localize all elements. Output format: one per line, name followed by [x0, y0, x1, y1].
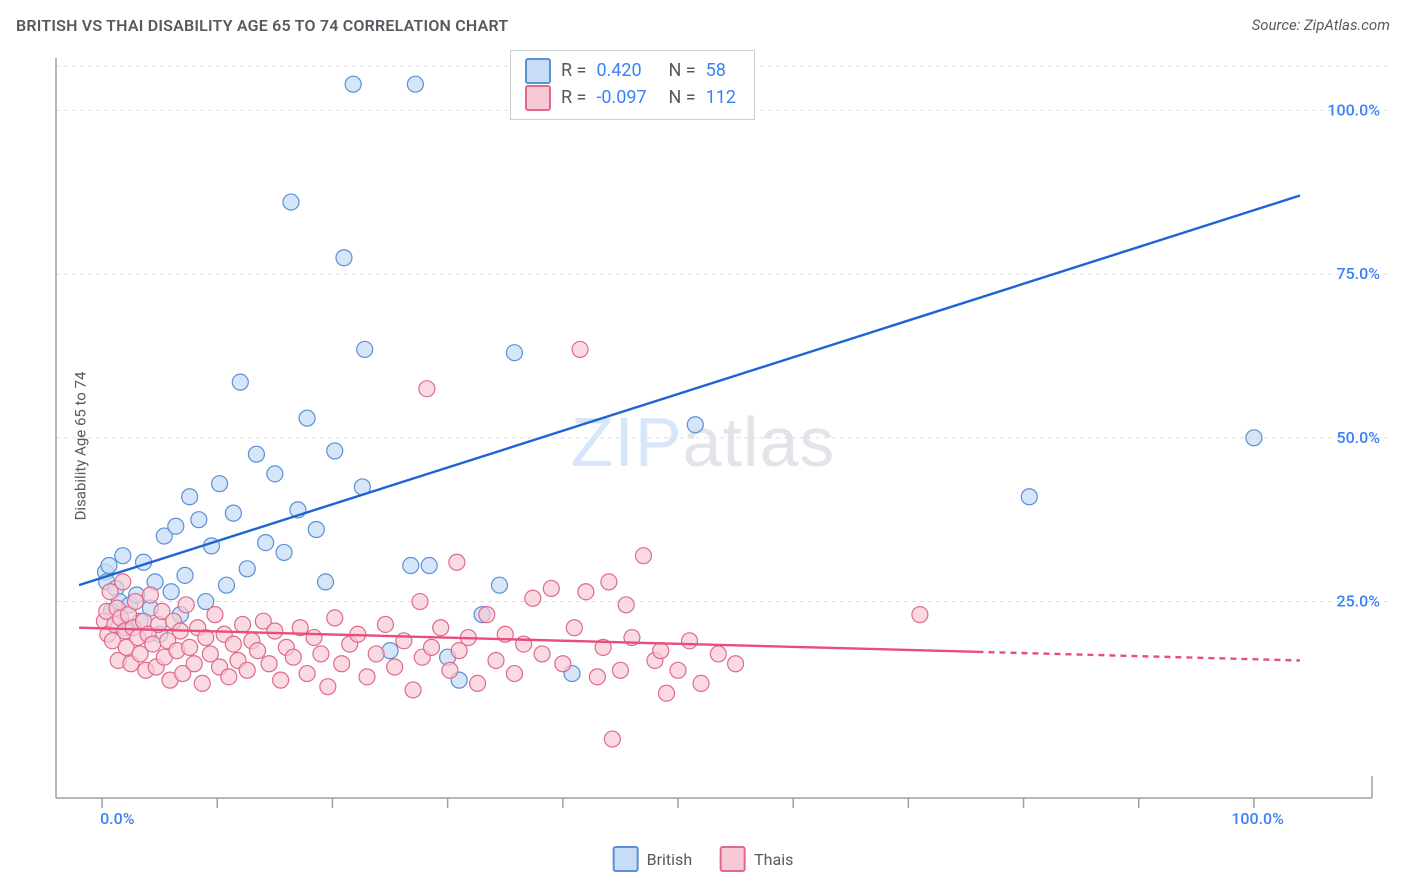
svg-text:100.0%: 100.0% [1231, 809, 1284, 828]
bottom-legend: British Thais [613, 846, 794, 872]
legend-item: British [613, 846, 692, 872]
legend-swatch [525, 85, 551, 111]
stats-box: R = 0.420 N = 58 R = -0.097 N = 112 [510, 50, 755, 120]
legend-swatch [613, 846, 639, 872]
legend-item: Thais [720, 846, 793, 872]
chart-title: BRITISH VS THAI DISABILITY AGE 65 TO 74 … [16, 16, 508, 35]
stat-label: R = [561, 57, 586, 84]
stat-label: R = [561, 84, 586, 111]
legend-label: British [647, 850, 692, 869]
svg-text:25.0%: 25.0% [1336, 592, 1380, 611]
chart-area: 25.0% 50.0% 75.0% 100.0% 0.0% 100.0% [50, 48, 1390, 838]
stats-row: R = 0.420 N = 58 [525, 57, 740, 84]
svg-text:0.0%: 0.0% [100, 809, 135, 828]
svg-text:75.0%: 75.0% [1336, 264, 1380, 283]
legend-label: Thais [754, 850, 793, 869]
stat-label: N = [668, 84, 695, 111]
legend-swatch [525, 58, 551, 84]
stat-n-value: 112 [706, 84, 740, 111]
stat-n-value: 58 [706, 57, 740, 84]
stat-r-value: -0.097 [596, 84, 658, 111]
stats-row: R = -0.097 N = 112 [525, 84, 740, 111]
legend-swatch [720, 846, 746, 872]
stat-label: N = [668, 57, 695, 84]
svg-text:50.0%: 50.0% [1336, 428, 1380, 447]
stat-r-value: 0.420 [596, 57, 658, 84]
svg-text:100.0%: 100.0% [1327, 100, 1380, 119]
source-label: Source: ZipAtlas.com [1252, 16, 1390, 34]
chart-svg: 25.0% 50.0% 75.0% 100.0% 0.0% 100.0% [50, 48, 1390, 838]
